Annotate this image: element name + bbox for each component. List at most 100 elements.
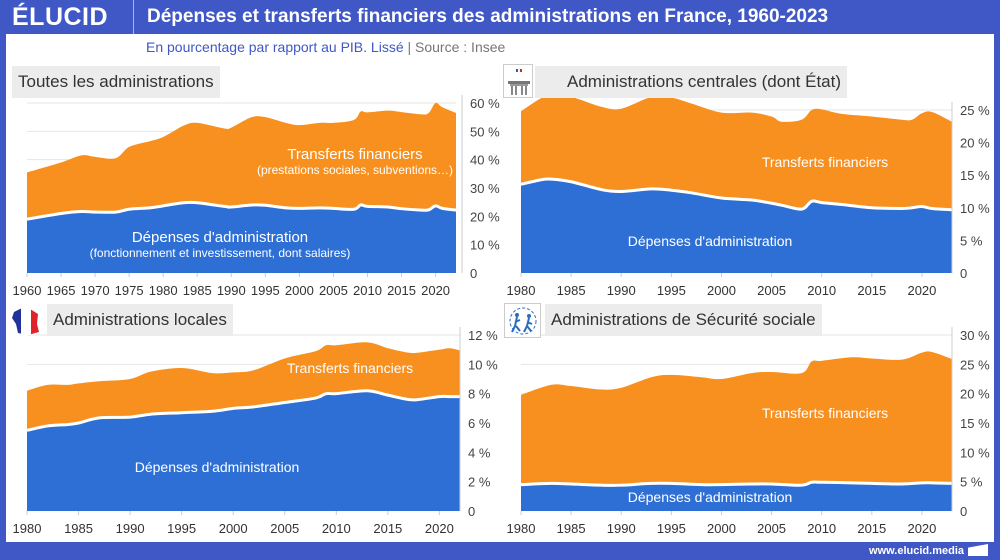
x-tick-label: 1990 [607,283,636,298]
page-title: Dépenses et transferts financiers des ad… [147,6,829,27]
y-tick-label: 20 % [960,136,990,151]
y-tick-label: 10 % [470,238,500,253]
admin-boundary-line [26,200,457,221]
x-tick-label: 2000 [707,283,736,298]
x-tick-label: 2010 [807,283,836,298]
x-tick-label: 2015 [857,283,886,298]
y-tick-label: 10 % [960,445,990,460]
ministry-building-icon [503,64,533,98]
x-tick-label: 2010 [807,521,836,536]
chart-title-social-security: Administrations de Sécurité sociale [545,304,822,336]
footer-url[interactable]: www.elucid.media [869,545,964,557]
x-tick-label: 1990 [217,283,246,298]
y-tick-label: 25 % [960,103,990,118]
admin-boundary-line [520,480,953,487]
y-tick-label: 0 [960,266,967,281]
x-tick-label: 2005 [757,521,786,536]
x-tick-label: 1980 [149,283,178,298]
y-tick-label: 6 % [468,416,491,431]
x-tick-label: 1995 [657,283,686,298]
x-tick-label: 2005 [319,283,348,298]
admin-area [27,202,456,273]
x-tick-label: 1985 [183,283,212,298]
x-tick-label: 1970 [81,283,110,298]
x-tick-label: 1985 [557,521,586,536]
admin-area [27,390,460,511]
x-tick-label: 2015 [387,283,416,298]
transfers-area [521,351,952,511]
subtitle-text: En pourcentage par rapport au PIB. Lissé [146,39,404,55]
admin-boundary-line [520,177,953,212]
x-tick-label: 1990 [607,521,636,536]
source-text: | Source : Insee [403,39,506,55]
x-tick-label: 1980 [507,521,536,536]
x-tick-label: 2005 [757,283,786,298]
y-tick-label: 30 % [470,181,500,196]
x-tick-label: 2010 [322,521,351,536]
x-tick-label: 2000 [285,283,314,298]
y-tick-label: 15 % [960,416,990,431]
y-tick-label: 4 % [468,445,491,460]
x-tick-label: 1995 [657,521,686,536]
subtitle: En pourcentage par rapport au PIB. Lissé… [146,39,505,55]
y-tick-label: 40 % [470,153,500,168]
x-tick-label: 2015 [857,521,886,536]
y-tick-label: 20 % [960,387,990,402]
label-transfers-all: Transferts financiers (prestations social… [256,146,454,177]
x-tick-label: 2020 [425,521,454,536]
y-tick-label: 8 % [468,387,491,402]
label-transfers-local: Transferts financiers [286,360,414,376]
y-tick-label: 15 % [960,168,990,183]
label-transfers-central: Transferts financiers [761,154,889,170]
x-tick-label: 2020 [421,283,450,298]
y-tick-label: 5 % [960,233,983,248]
y-tick-label: 0 [468,504,475,519]
x-tick-label: 1985 [64,521,93,536]
admin-area [521,178,952,273]
label-admin-social: Dépenses d'administration [627,489,793,505]
y-tick-label: 0 [960,504,967,519]
x-tick-label: 1980 [507,283,536,298]
chart-title-all: Toutes les administrations [12,66,220,98]
admin-area [521,482,952,511]
y-tick-label: 12 % [468,328,498,343]
x-tick-label: 2020 [907,283,936,298]
x-tick-label: 2000 [707,521,736,536]
chart-title-local: Administrations locales [47,304,233,336]
x-tick-label: 2015 [373,521,402,536]
x-tick-label: 2010 [353,283,382,298]
header: ÉLUCID Dépenses et transferts financiers… [0,0,1000,34]
x-tick-label: 1995 [251,283,280,298]
label-admin-all: Dépenses d'administration (fonctionnement… [89,229,351,260]
y-tick-label: 5 % [960,475,983,490]
header-divider [133,0,134,34]
elucid-logo: ÉLUCID [12,3,109,31]
x-tick-label: 1995 [167,521,196,536]
y-tick-label: 60 % [470,96,500,111]
x-tick-label: 1990 [116,521,145,536]
x-tick-label: 1985 [557,283,586,298]
label-admin-central: Dépenses d'administration [627,233,793,249]
elucid-mark-icon [968,544,988,556]
y-tick-label: 50 % [470,124,500,139]
y-tick-label: 25 % [960,357,990,372]
y-tick-label: 0 [470,266,477,281]
label-transfers-social: Transferts financiers [761,405,889,421]
x-tick-label: 1965 [47,283,76,298]
x-tick-label: 1975 [115,283,144,298]
admin-boundary-line [26,389,461,432]
x-tick-label: 1960 [13,283,42,298]
france-flag-map-icon [10,306,42,336]
y-tick-label: 20 % [470,209,500,224]
label-admin-local: Dépenses d'administration [134,459,300,475]
y-tick-label: 10 % [468,357,498,372]
x-tick-label: 2000 [219,521,248,536]
securite-sociale-logo-icon [504,303,541,338]
chart-title-central: Administrations centrales (dont État) [535,66,848,98]
x-tick-label: 1980 [13,521,42,536]
x-tick-label: 2020 [907,521,936,536]
x-tick-label: 2005 [270,521,299,536]
y-tick-label: 10 % [960,201,990,216]
y-tick-label: 2 % [468,475,491,490]
